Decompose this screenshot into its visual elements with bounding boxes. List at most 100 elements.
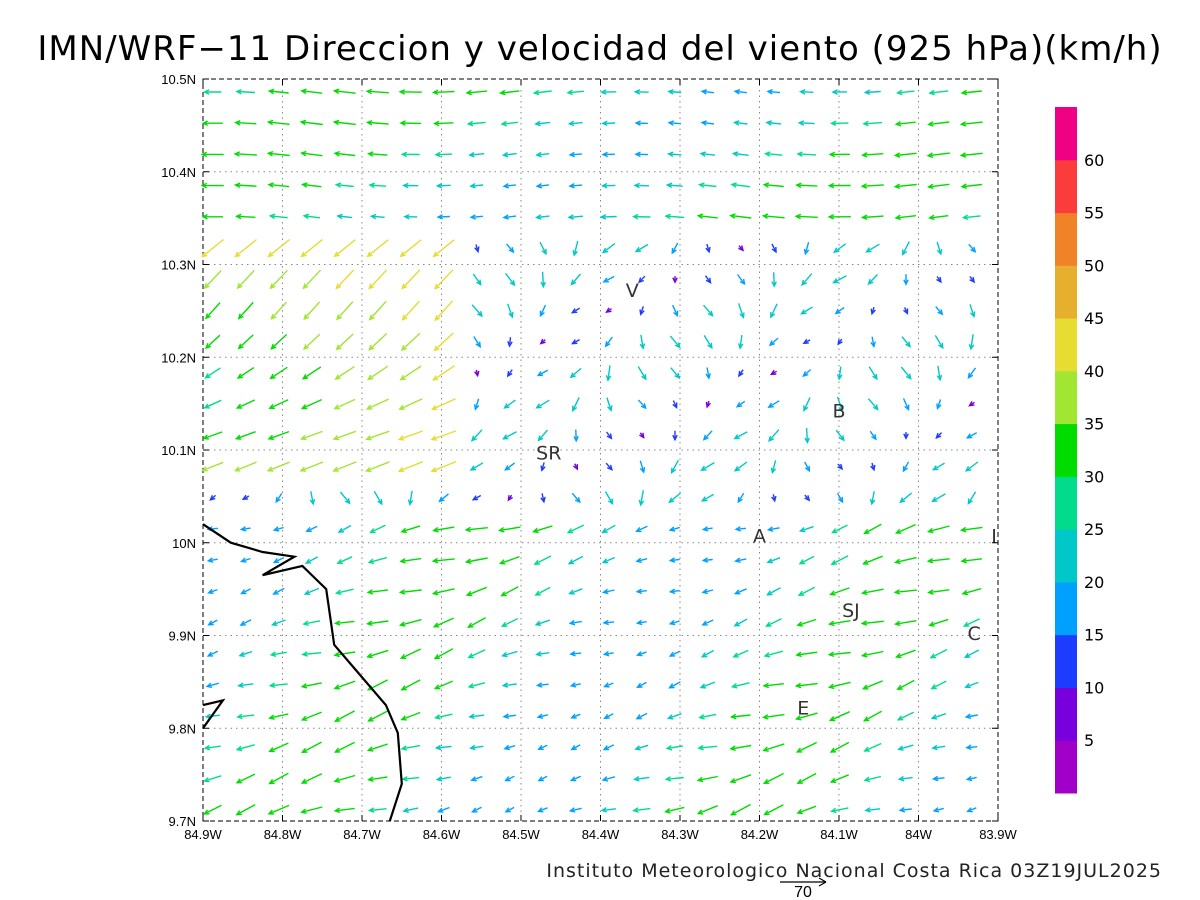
wind-vector — [796, 618, 817, 627]
wind-vector — [828, 151, 850, 158]
wind-vector — [863, 742, 882, 752]
wind-vector — [469, 183, 484, 189]
wind-vector — [936, 399, 942, 411]
wind-vector — [272, 526, 284, 532]
wind-vector — [861, 151, 884, 158]
place-label: E — [797, 697, 809, 719]
wind-vector — [765, 618, 782, 627]
wind-vector — [634, 120, 648, 126]
wind-vector — [498, 555, 520, 565]
wind-vector — [704, 275, 712, 285]
wind-vector — [605, 462, 613, 471]
wind-vector — [569, 650, 582, 657]
wind-vector — [896, 679, 915, 690]
legend-swatch — [1055, 476, 1077, 530]
wind-vector — [502, 431, 517, 440]
wind-vector — [802, 338, 811, 345]
wind-vector — [433, 269, 454, 290]
wind-vector — [969, 304, 976, 319]
wind-vector — [638, 490, 645, 507]
wind-vector — [830, 555, 849, 566]
wind-vector — [600, 182, 616, 189]
wind-vector — [967, 367, 977, 380]
wind-vector — [768, 429, 780, 443]
wind-vector — [668, 681, 681, 689]
wind-vector — [535, 214, 550, 220]
wind-vector — [209, 494, 217, 501]
wind-vector — [498, 89, 520, 96]
wind-vector — [632, 213, 651, 220]
wind-vector — [804, 427, 810, 445]
wind-vector — [928, 618, 949, 627]
wind-vector — [235, 213, 256, 220]
wind-vector — [469, 744, 484, 751]
wind-vector — [534, 120, 551, 127]
wind-vector — [797, 120, 815, 126]
wind-vector — [301, 651, 322, 657]
wind-vector — [365, 620, 389, 626]
wind-vector — [633, 182, 650, 189]
wind-vector — [863, 523, 882, 535]
wind-vector — [733, 431, 748, 440]
wind-vector — [667, 89, 682, 95]
wind-vector — [903, 307, 909, 315]
wind-vector — [268, 742, 289, 753]
wind-vector — [432, 526, 455, 533]
wind-vector — [474, 244, 480, 254]
wind-vector — [766, 89, 781, 95]
wind-vector — [369, 524, 386, 534]
wind-vector — [959, 526, 983, 533]
wind-vector — [572, 397, 580, 413]
wind-vector — [500, 120, 518, 127]
wind-vector — [665, 745, 683, 751]
lat-tick-label: 10.3N — [161, 258, 196, 273]
wind-vector — [900, 366, 912, 380]
legend-label: 35 — [1084, 415, 1104, 434]
wind-vector — [234, 238, 257, 258]
lon-tick-label: 84.1W — [820, 827, 858, 842]
wind-vector — [697, 744, 718, 751]
wind-vector — [696, 805, 718, 815]
wind-vector — [399, 120, 422, 126]
wind-vector — [532, 89, 552, 96]
wind-vector — [765, 120, 782, 126]
wind-vector — [705, 400, 712, 409]
wind-vector — [502, 713, 516, 719]
wind-vector — [669, 335, 681, 349]
wind-vector — [332, 461, 357, 472]
wind-vector — [505, 272, 516, 287]
wind-vector — [636, 681, 647, 688]
wind-vector — [268, 772, 289, 785]
wind-vector — [698, 713, 717, 720]
wind-vector — [768, 337, 779, 347]
wind-vector — [897, 775, 913, 782]
wind-vector — [267, 182, 290, 188]
wind-vector — [901, 336, 912, 348]
wind-vector — [762, 743, 785, 752]
wind-vector — [804, 494, 811, 502]
lat-tick-label: 10.2N — [161, 350, 196, 365]
place-label: B — [832, 401, 845, 423]
wind-vector — [430, 460, 457, 473]
wind-vector — [639, 306, 645, 316]
wind-vector — [504, 462, 516, 471]
lat-tick-label: 10.4N — [161, 165, 196, 180]
wind-vector — [540, 462, 546, 472]
wind-vector — [568, 588, 583, 595]
wind-vector — [573, 429, 579, 443]
wind-vector — [795, 651, 818, 658]
wind-vector — [469, 462, 484, 471]
wind-vector — [399, 365, 422, 381]
wind-vector — [471, 806, 482, 813]
wind-vector — [794, 712, 818, 721]
wind-vector — [931, 493, 946, 503]
wind-vector — [534, 619, 551, 626]
wind-vector — [934, 335, 944, 350]
lon-tick-label: 84.4W — [582, 827, 620, 842]
wind-vector — [401, 300, 420, 321]
wind-vector — [930, 713, 947, 720]
wind-vector — [234, 461, 257, 472]
place-label: I — [991, 526, 997, 548]
wind-vector — [796, 772, 817, 785]
wind-vector — [537, 429, 549, 442]
